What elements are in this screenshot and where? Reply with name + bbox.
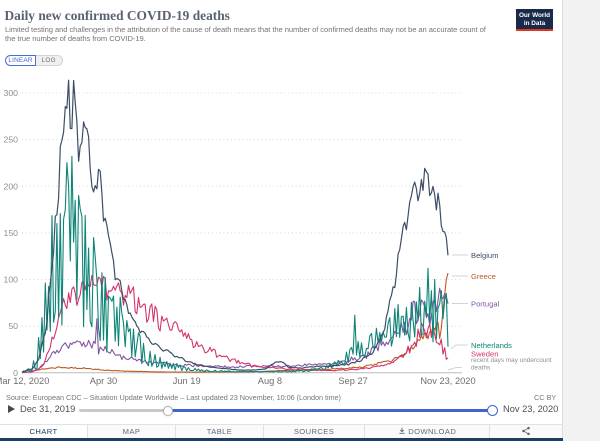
svg-text:deaths: deaths	[471, 365, 490, 372]
svg-text:0: 0	[13, 368, 18, 378]
svg-text:Portugal: Portugal	[471, 300, 500, 309]
svg-text:Sweden: Sweden	[471, 350, 498, 359]
svg-text:300: 300	[4, 88, 19, 98]
svg-text:250: 250	[4, 135, 19, 145]
svg-text:recent days may undercount: recent days may undercount	[471, 357, 552, 364]
svg-text:100: 100	[4, 275, 19, 285]
svg-text:Aug 8: Aug 8	[258, 376, 282, 386]
svg-text:Mar 12, 2020: Mar 12, 2020	[0, 376, 49, 386]
svg-text:Greece: Greece	[471, 272, 496, 281]
svg-text:150: 150	[4, 228, 19, 238]
svg-text:Apr 30: Apr 30	[90, 376, 117, 386]
svg-text:Nov 23, 2020: Nov 23, 2020	[420, 376, 475, 386]
svg-text:200: 200	[4, 181, 19, 191]
svg-text:50: 50	[8, 321, 18, 331]
svg-text:Sep 27: Sep 27	[338, 376, 367, 386]
svg-text:Netherlands: Netherlands	[471, 341, 512, 350]
svg-text:Belgium: Belgium	[471, 251, 498, 260]
svg-text:Jun 19: Jun 19	[173, 376, 201, 386]
